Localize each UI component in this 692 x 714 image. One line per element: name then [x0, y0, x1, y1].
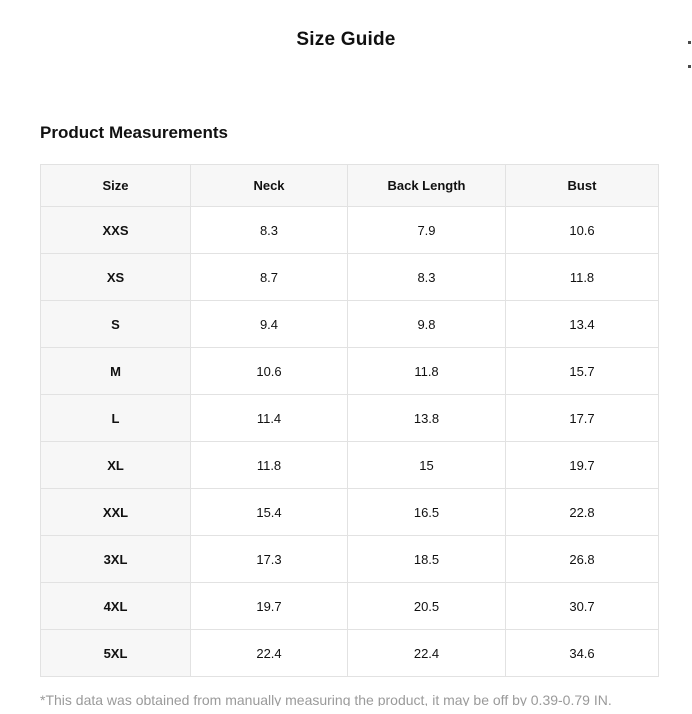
measurement-value-cell: 15 [347, 441, 506, 489]
measurement-value-cell: 22.4 [190, 629, 348, 677]
measurement-value-cell: 8.7 [190, 253, 348, 301]
measurement-value-cell: 11.4 [190, 394, 348, 442]
edge-artifact-dot [688, 41, 691, 44]
measurement-value-cell: 8.3 [347, 253, 506, 301]
measurement-value-cell: 11.8 [505, 253, 659, 301]
measurement-value-cell: 34.6 [505, 629, 659, 677]
column-header-size: Size [40, 164, 191, 207]
size-label-cell: XS [40, 253, 191, 301]
measurement-value-cell: 26.8 [505, 535, 659, 583]
size-label-cell: 5XL [40, 629, 191, 677]
table-row: 4XL 19.7 20.5 30.7 [40, 582, 659, 630]
size-label-cell: L [40, 394, 191, 442]
table-row: M 10.6 11.8 15.7 [40, 347, 659, 395]
table-row: 5XL 22.4 22.4 34.6 [40, 629, 659, 677]
table-row: XXS 8.3 7.9 10.6 [40, 206, 659, 254]
measurement-value-cell: 8.3 [190, 206, 348, 254]
table-row: 3XL 17.3 18.5 26.8 [40, 535, 659, 583]
column-header-back-length: Back Length [347, 164, 506, 207]
size-label-cell: XL [40, 441, 191, 489]
size-label-cell: XXL [40, 488, 191, 536]
measurement-value-cell: 9.8 [347, 300, 506, 348]
table-header-row: Size Neck Back Length Bust [40, 164, 659, 207]
measurement-value-cell: 10.6 [190, 347, 348, 395]
table-row: XS 8.7 8.3 11.8 [40, 253, 659, 301]
measurement-value-cell: 22.4 [347, 629, 506, 677]
size-measurements-table: Size Neck Back Length Bust XXS 8.3 7.9 10.6… [40, 164, 659, 677]
measurement-value-cell: 17.7 [505, 394, 659, 442]
column-header-bust: Bust [505, 164, 659, 207]
size-table-header: Size Neck Back Length Bust [40, 164, 659, 207]
page-title: Size Guide [296, 29, 396, 50]
size-label-cell: M [40, 347, 191, 395]
measurement-value-cell: 30.7 [505, 582, 659, 630]
size-label-cell: S [40, 300, 191, 348]
size-label-cell: XXS [40, 206, 191, 254]
measurement-value-cell: 11.8 [190, 441, 348, 489]
table-row: S 9.4 9.8 13.4 [40, 300, 659, 348]
measurement-value-cell: 15.4 [190, 488, 348, 536]
table-row: XXL 15.4 16.5 22.8 [40, 488, 659, 536]
measurement-value-cell: 9.4 [190, 300, 348, 348]
measurement-value-cell: 19.7 [190, 582, 348, 630]
column-header-neck: Neck [190, 164, 348, 207]
measurement-value-cell: 18.5 [347, 535, 506, 583]
measurement-value-cell: 15.7 [505, 347, 659, 395]
measurement-value-cell: 11.8 [347, 347, 506, 395]
measurement-value-cell: 13.4 [505, 300, 659, 348]
size-label-cell: 3XL [40, 535, 191, 583]
size-table-body: XXS 8.3 7.9 10.6 XS 8.7 8.3 11.8 S 9.4 9.8 13.4 M 10.… [40, 206, 659, 677]
edge-artifact-dot [688, 65, 691, 68]
size-label-cell: 4XL [40, 582, 191, 630]
measurement-value-cell: 17.3 [190, 535, 348, 583]
measurement-value-cell: 22.8 [505, 488, 659, 536]
measurement-value-cell: 16.5 [347, 488, 506, 536]
table-row: XL 11.8 15 19.7 [40, 441, 659, 489]
measurement-value-cell: 19.7 [505, 441, 659, 489]
measurement-value-cell: 13.8 [347, 394, 506, 442]
measurement-value-cell: 20.5 [347, 582, 506, 630]
measurement-value-cell: 10.6 [505, 206, 659, 254]
section-heading-product-measurements: Product Measurements [40, 123, 228, 142]
measurement-disclaimer-footnote: *This data was obtained from manually me… [40, 692, 612, 706]
table-row: L 11.4 13.8 17.7 [40, 394, 659, 442]
measurement-value-cell: 7.9 [347, 206, 506, 254]
